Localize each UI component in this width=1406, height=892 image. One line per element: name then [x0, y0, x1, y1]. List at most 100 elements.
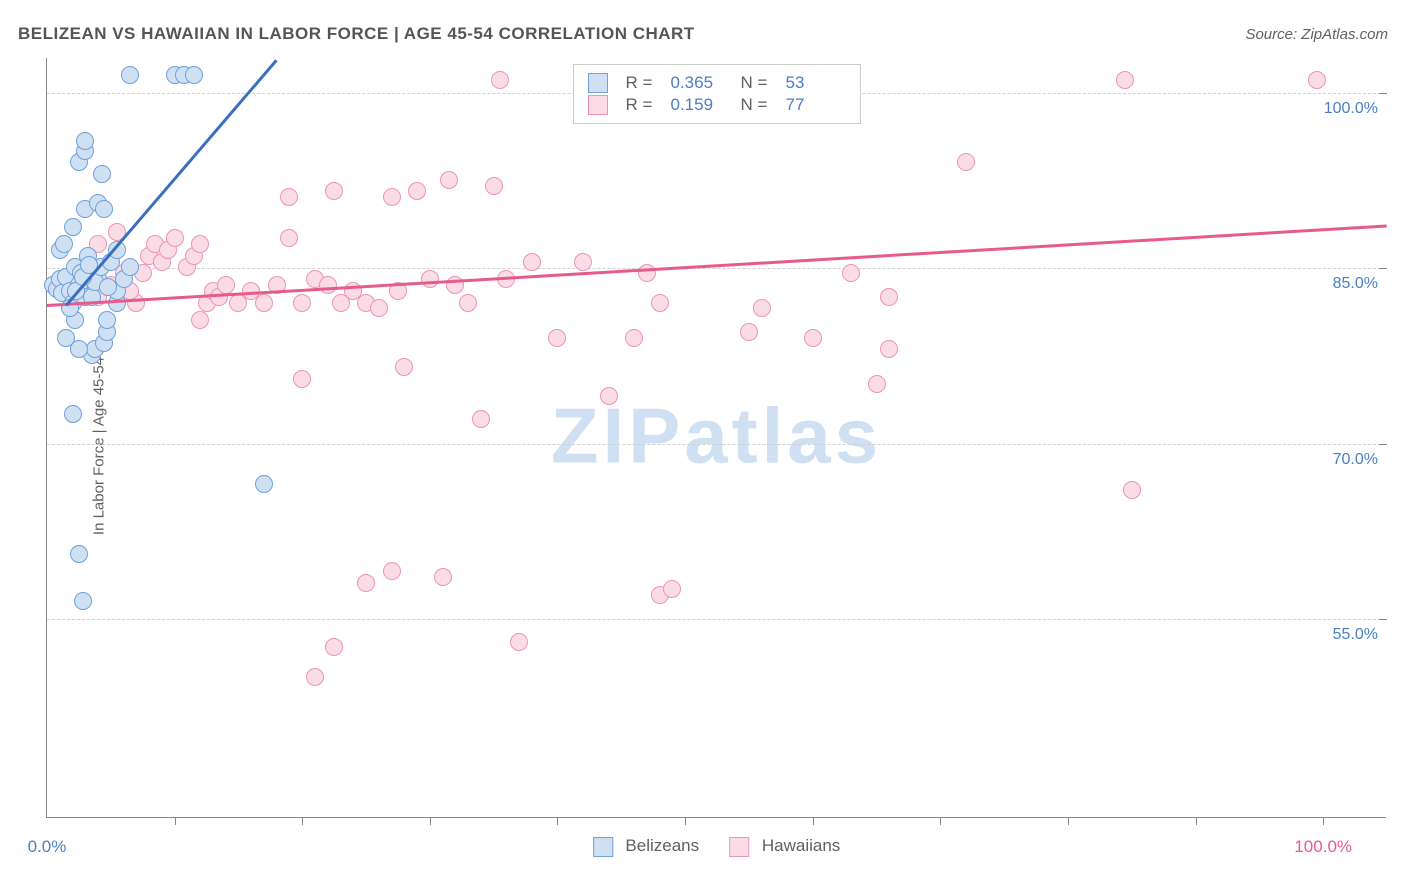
scatter-point-belizeans [55, 235, 73, 253]
scatter-point-hawaiians [1116, 71, 1134, 89]
scatter-point-hawaiians [880, 340, 898, 358]
source-attribution: Source: ZipAtlas.com [1245, 26, 1388, 43]
n-value-belizeans: 53 [786, 73, 846, 93]
scatter-point-hawaiians [395, 358, 413, 376]
y-tick-mark [1379, 444, 1387, 445]
scatter-point-hawaiians [1308, 71, 1326, 89]
scatter-point-belizeans [64, 405, 82, 423]
scatter-point-hawaiians [383, 188, 401, 206]
scatter-point-hawaiians [459, 294, 477, 312]
y-tick-mark [1379, 93, 1387, 94]
scatter-point-hawaiians [357, 574, 375, 592]
scatter-point-hawaiians [548, 329, 566, 347]
scatter-point-hawaiians [293, 294, 311, 312]
correlation-legend-box: R = 0.365 N = 53 R = 0.159 N = 77 [573, 64, 861, 124]
scatter-point-belizeans [64, 218, 82, 236]
scatter-point-hawaiians [510, 633, 528, 651]
scatter-point-hawaiians [325, 638, 343, 656]
y-tick-mark [1379, 268, 1387, 269]
x-tick-mark [685, 817, 686, 825]
scatter-point-hawaiians [306, 668, 324, 686]
scatter-point-hawaiians [440, 171, 458, 189]
scatter-point-hawaiians [217, 276, 235, 294]
scatter-point-belizeans [121, 258, 139, 276]
x-tick-mark [1196, 817, 1197, 825]
watermark: ZIPatlas [551, 390, 882, 481]
scatter-point-hawaiians [191, 235, 209, 253]
legend-swatch-belizeans-icon [593, 837, 613, 857]
scatter-point-belizeans [99, 278, 117, 296]
scatter-point-belizeans [185, 66, 203, 84]
scatter-point-hawaiians [191, 311, 209, 329]
r-value-belizeans: 0.365 [671, 73, 731, 93]
legend-swatch-hawaiians [588, 95, 608, 115]
scatter-point-hawaiians [370, 299, 388, 317]
series-legend: Belizeans Hawaiians [593, 836, 841, 857]
x-tick-mark [430, 817, 431, 825]
scatter-point-belizeans [98, 311, 116, 329]
scatter-point-hawaiians [842, 264, 860, 282]
scatter-point-hawaiians [434, 568, 452, 586]
scatter-point-hawaiians [804, 329, 822, 347]
y-tick-label: 70.0% [1333, 451, 1378, 469]
chart-title: BELIZEAN VS HAWAIIAN IN LABOR FORCE | AG… [18, 24, 695, 44]
grid-line [47, 268, 1386, 269]
scatter-point-belizeans [76, 132, 94, 150]
y-tick-label: 55.0% [1333, 626, 1378, 644]
legend-item-belizeans: Belizeans [593, 836, 699, 857]
scatter-point-belizeans [70, 340, 88, 358]
scatter-point-belizeans [74, 592, 92, 610]
scatter-point-hawaiians [753, 299, 771, 317]
scatter-point-hawaiians [868, 375, 886, 393]
x-tick-mark [557, 817, 558, 825]
trend-line-hawaiians [47, 224, 1387, 306]
x-tick-mark [302, 817, 303, 825]
scatter-point-belizeans [95, 200, 113, 218]
x-axis-label: 0.0% [28, 837, 67, 857]
scatter-point-hawaiians [1123, 481, 1141, 499]
scatter-point-hawaiians [325, 182, 343, 200]
scatter-point-hawaiians [255, 294, 273, 312]
grid-line [47, 619, 1386, 620]
scatter-point-hawaiians [523, 253, 541, 271]
x-tick-mark [175, 817, 176, 825]
scatter-point-hawaiians [957, 153, 975, 171]
r-value-hawaiians: 0.159 [671, 95, 731, 115]
y-tick-label: 85.0% [1333, 275, 1378, 293]
scatter-point-hawaiians [293, 370, 311, 388]
legend-swatch-hawaiians-icon [729, 837, 749, 857]
scatter-point-hawaiians [166, 229, 184, 247]
scatter-point-hawaiians [472, 410, 490, 428]
scatter-point-hawaiians [625, 329, 643, 347]
x-tick-mark [940, 817, 941, 825]
scatter-point-hawaiians [383, 562, 401, 580]
scatter-point-belizeans [93, 165, 111, 183]
scatter-plot-area: R = 0.365 N = 53 R = 0.159 N = 77 ZIPatl… [46, 58, 1386, 818]
x-tick-mark [1323, 817, 1324, 825]
scatter-point-hawaiians [663, 580, 681, 598]
legend-swatch-belizeans [588, 73, 608, 93]
y-tick-label: 100.0% [1324, 100, 1378, 118]
scatter-point-hawaiians [421, 270, 439, 288]
x-axis-label: 100.0% [1294, 837, 1352, 857]
scatter-point-hawaiians [280, 229, 298, 247]
chart-header: BELIZEAN VS HAWAIIAN IN LABOR FORCE | AG… [18, 20, 1388, 48]
scatter-point-hawaiians [574, 253, 592, 271]
y-tick-mark [1379, 619, 1387, 620]
scatter-point-hawaiians [880, 288, 898, 306]
n-value-hawaiians: 77 [786, 95, 846, 115]
legend-row-belizeans: R = 0.365 N = 53 [588, 73, 846, 93]
scatter-point-belizeans [70, 545, 88, 563]
legend-row-hawaiians: R = 0.159 N = 77 [588, 95, 846, 115]
scatter-point-hawaiians [651, 294, 669, 312]
scatter-point-hawaiians [485, 177, 503, 195]
scatter-point-hawaiians [408, 182, 426, 200]
scatter-point-hawaiians [740, 323, 758, 341]
x-tick-mark [1068, 817, 1069, 825]
scatter-point-hawaiians [319, 276, 337, 294]
legend-item-hawaiians: Hawaiians [729, 836, 840, 857]
grid-line [47, 444, 1386, 445]
x-tick-mark [813, 817, 814, 825]
scatter-point-belizeans [255, 475, 273, 493]
scatter-point-hawaiians [600, 387, 618, 405]
